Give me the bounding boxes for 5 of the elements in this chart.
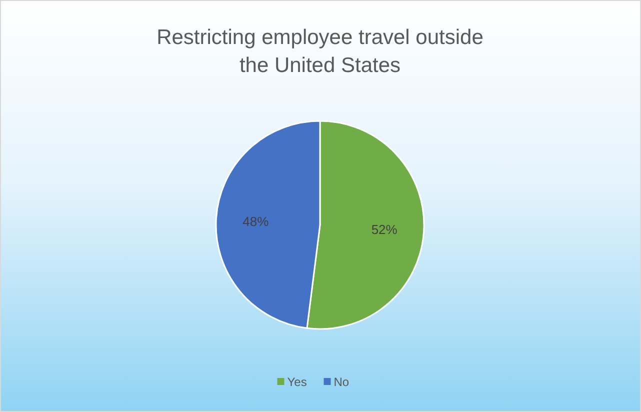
chart-title: Restricting employee travel outside the United States <box>156 26 484 77</box>
slice-label: Yes <box>287 375 307 389</box>
data-label: 52% <box>371 222 398 238</box>
data-label: 48% <box>242 214 270 229</box>
legend-label: No <box>334 375 350 389</box>
